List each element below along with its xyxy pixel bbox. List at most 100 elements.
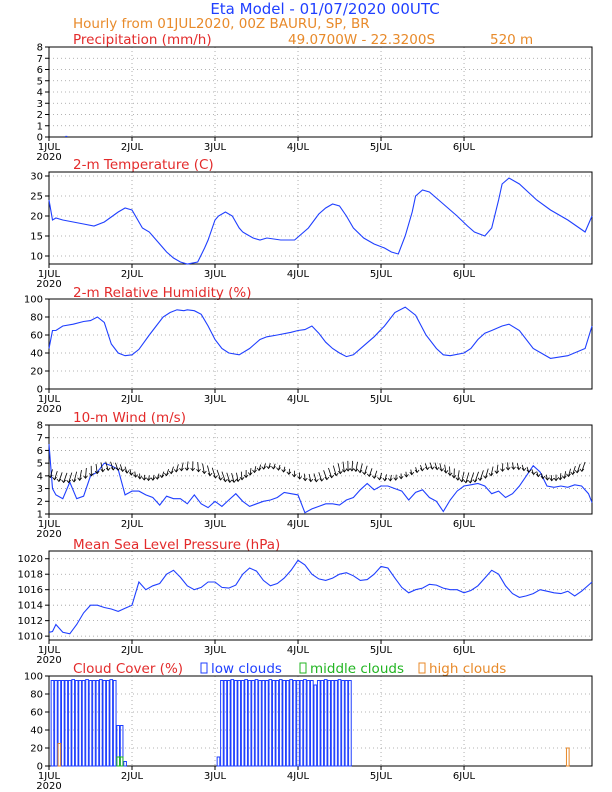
wind-arrow (115, 462, 119, 471)
humidity-y-tick-label: 0 (37, 385, 43, 396)
wind-arrow-head (94, 470, 100, 475)
precipitation-frame (48, 46, 593, 138)
wind-x-tick-label: 1JUL (38, 519, 61, 530)
wind-arrow (461, 471, 465, 482)
clouds-y-tick-label: 60 (30, 708, 43, 719)
wind-arrow-head (414, 469, 420, 474)
wind-arrow-head (141, 477, 147, 481)
low-clouds-bar (81, 680, 86, 767)
low-clouds-bar (92, 680, 96, 767)
wind-arrow-head (302, 477, 308, 482)
wind-arrow-head (574, 469, 580, 474)
wind-y-tick-label: 6 (37, 446, 43, 457)
wind-arrow (85, 467, 87, 479)
wind-arrow (384, 474, 387, 481)
high-clouds-bar (57, 743, 62, 767)
precipitation-y-tick-label: 5 (37, 76, 43, 87)
low-clouds-bar (289, 679, 293, 767)
wind-arrow (216, 469, 221, 481)
wind-arrow-head (308, 478, 314, 483)
low-clouds-bar (292, 680, 297, 767)
low-clouds-bar (220, 680, 224, 767)
station-elevation: 520 m (490, 32, 533, 48)
wind-arrow (490, 466, 494, 476)
wind-arrow-head (419, 467, 425, 472)
wind-arrow-head (129, 472, 134, 476)
wind-arrow (395, 474, 397, 481)
wind-arrow (129, 469, 132, 476)
wind-arrow-head (521, 467, 527, 472)
wind-arrow (303, 473, 306, 481)
precipitation-y-tick-label: 0 (37, 133, 43, 144)
low-clouds-bar (323, 679, 328, 767)
low-clouds-bar (299, 680, 304, 767)
wind-arrow-head (266, 465, 271, 470)
wind-arrow-head (61, 479, 66, 484)
precipitation-y-tick-label: 8 (37, 43, 43, 54)
wind-arrow (568, 468, 571, 477)
wind-arrow (572, 466, 576, 475)
low-clouds-bar (334, 680, 338, 767)
precipitation-y-tick-label: 1 (37, 121, 43, 132)
low-clouds-bar (261, 680, 266, 767)
wind-arrow-head (483, 475, 488, 479)
low-clouds-bar (285, 680, 290, 767)
wind-arrow-head (366, 473, 372, 478)
wind-arrow (351, 460, 354, 471)
wind-arrow-head (133, 474, 138, 478)
low-clouds-bar (233, 680, 238, 767)
wind-arrow-head (382, 477, 388, 482)
low-clouds-bar (296, 680, 300, 767)
wind-arrow-head (168, 470, 174, 475)
wind-x-tick-label: 2JUL (121, 519, 144, 530)
pressure-frame (48, 550, 593, 641)
wind-arrow-head (505, 467, 511, 471)
wind-arrow-head (526, 469, 532, 474)
wind-arrow-head (443, 470, 449, 474)
wind-arrow-head (243, 474, 249, 479)
humidity-y-tick-label: 80 (30, 313, 43, 324)
low-clouds-bar (237, 680, 242, 767)
legend-low-swatch (200, 662, 208, 674)
wind-arrow (576, 463, 581, 473)
pressure-x-tick-label: 3JUL (204, 645, 227, 656)
wind-arrow-head (516, 466, 522, 471)
cloud-panel-title: Cloud Cover (%) (73, 661, 183, 677)
wind-arrow-head (281, 469, 286, 473)
wind-y-tick-label: 5 (37, 459, 43, 470)
temperature-series-line (48, 177, 593, 265)
wind-arrow (197, 462, 199, 472)
legend-middle-clouds: middle clouds (310, 661, 404, 677)
wind-arrow (313, 473, 317, 482)
humidity-y-tick-label: 100 (24, 295, 43, 306)
pressure-x-tick-label: 4JUL (287, 645, 310, 656)
wind-arrow-head (451, 475, 457, 479)
wind-arrow (379, 472, 383, 480)
pressure-x-tick-label: 2JUL (121, 645, 144, 656)
clouds-panel: 0 20 40 60 80 100 1JUL 2JUL 3JUL 4JUL 5JUL 6JUL 2020 (24, 672, 593, 792)
clouds-x-tick-label: 3JUL (204, 771, 227, 782)
wind-arrow (550, 475, 553, 481)
wind-arrow (332, 465, 337, 476)
wind-year-label: 2020 (36, 529, 61, 540)
clouds-x-tick-label: 2JUL (121, 771, 144, 782)
clouds-y-tick-label: 80 (30, 690, 43, 701)
wind-arrow-head (105, 467, 111, 472)
wind-arrow-head (500, 468, 505, 472)
wind-arrow (444, 464, 447, 473)
wind-arrow (119, 464, 123, 472)
wind-arrow-head (173, 469, 179, 473)
wind-arrow (211, 467, 216, 479)
wind-arrow-head (77, 477, 82, 481)
pressure-y-tick-label: 1018 (18, 570, 43, 581)
temperature-panel: 10 15 20 25 30 1JUL 2JUL 3JUL 4JUL 5JUL 6JUL 2020 (30, 171, 593, 290)
wind-arrow-head (159, 474, 165, 479)
wind-arrow (73, 471, 78, 482)
location-coordinates: 49.0700W - 22.3200S (288, 32, 435, 48)
clouds-x-tick-label: 6JUL (453, 771, 476, 782)
wind-arrow-head (488, 472, 494, 477)
pressure-y-tick-label: 1020 (18, 554, 43, 565)
pressure-y-tick-label: 1012 (18, 616, 43, 627)
